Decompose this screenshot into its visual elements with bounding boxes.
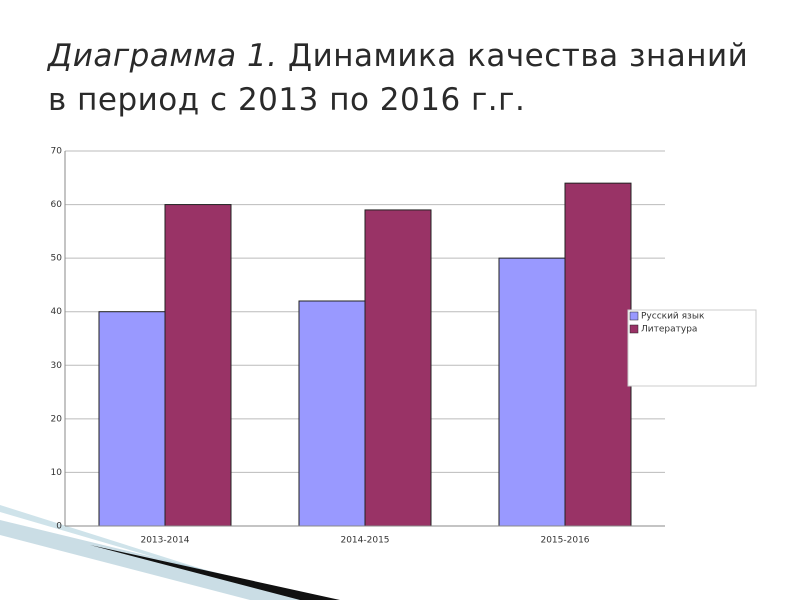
bar	[164, 204, 232, 527]
y-tick-label: 40	[51, 307, 63, 317]
legend-label: Литература	[641, 325, 697, 335]
title-prefix: Диаграмма 1.	[48, 38, 278, 74]
y-tick-label: 30	[51, 361, 63, 371]
legend-label: Русский язык	[641, 312, 705, 322]
y-tick-label: 20	[51, 414, 63, 424]
y-tick-label: 60	[51, 200, 63, 210]
chart-title: Диаграмма 1. Динамика качества знаний в …	[48, 34, 768, 122]
y-tick-label: 10	[51, 468, 63, 478]
y-tick-label: 0	[56, 522, 62, 532]
title-main: Динамика качества знаний в период с 2013…	[48, 38, 749, 118]
legend-swatch	[629, 311, 639, 321]
legend-box	[627, 309, 757, 387]
decoration	[90, 545, 340, 600]
x-tick-label: 2013-2014	[140, 536, 189, 546]
bar	[98, 311, 166, 527]
x-tick-label: 2015-2016	[540, 536, 589, 546]
legend-swatch	[629, 324, 639, 334]
bar	[498, 257, 566, 527]
bar	[564, 182, 632, 527]
bar	[298, 300, 366, 527]
y-tick-label: 70	[51, 147, 63, 157]
y-tick-label: 50	[51, 254, 63, 264]
x-tick-label: 2014-2015	[340, 536, 389, 546]
bar	[364, 209, 432, 527]
